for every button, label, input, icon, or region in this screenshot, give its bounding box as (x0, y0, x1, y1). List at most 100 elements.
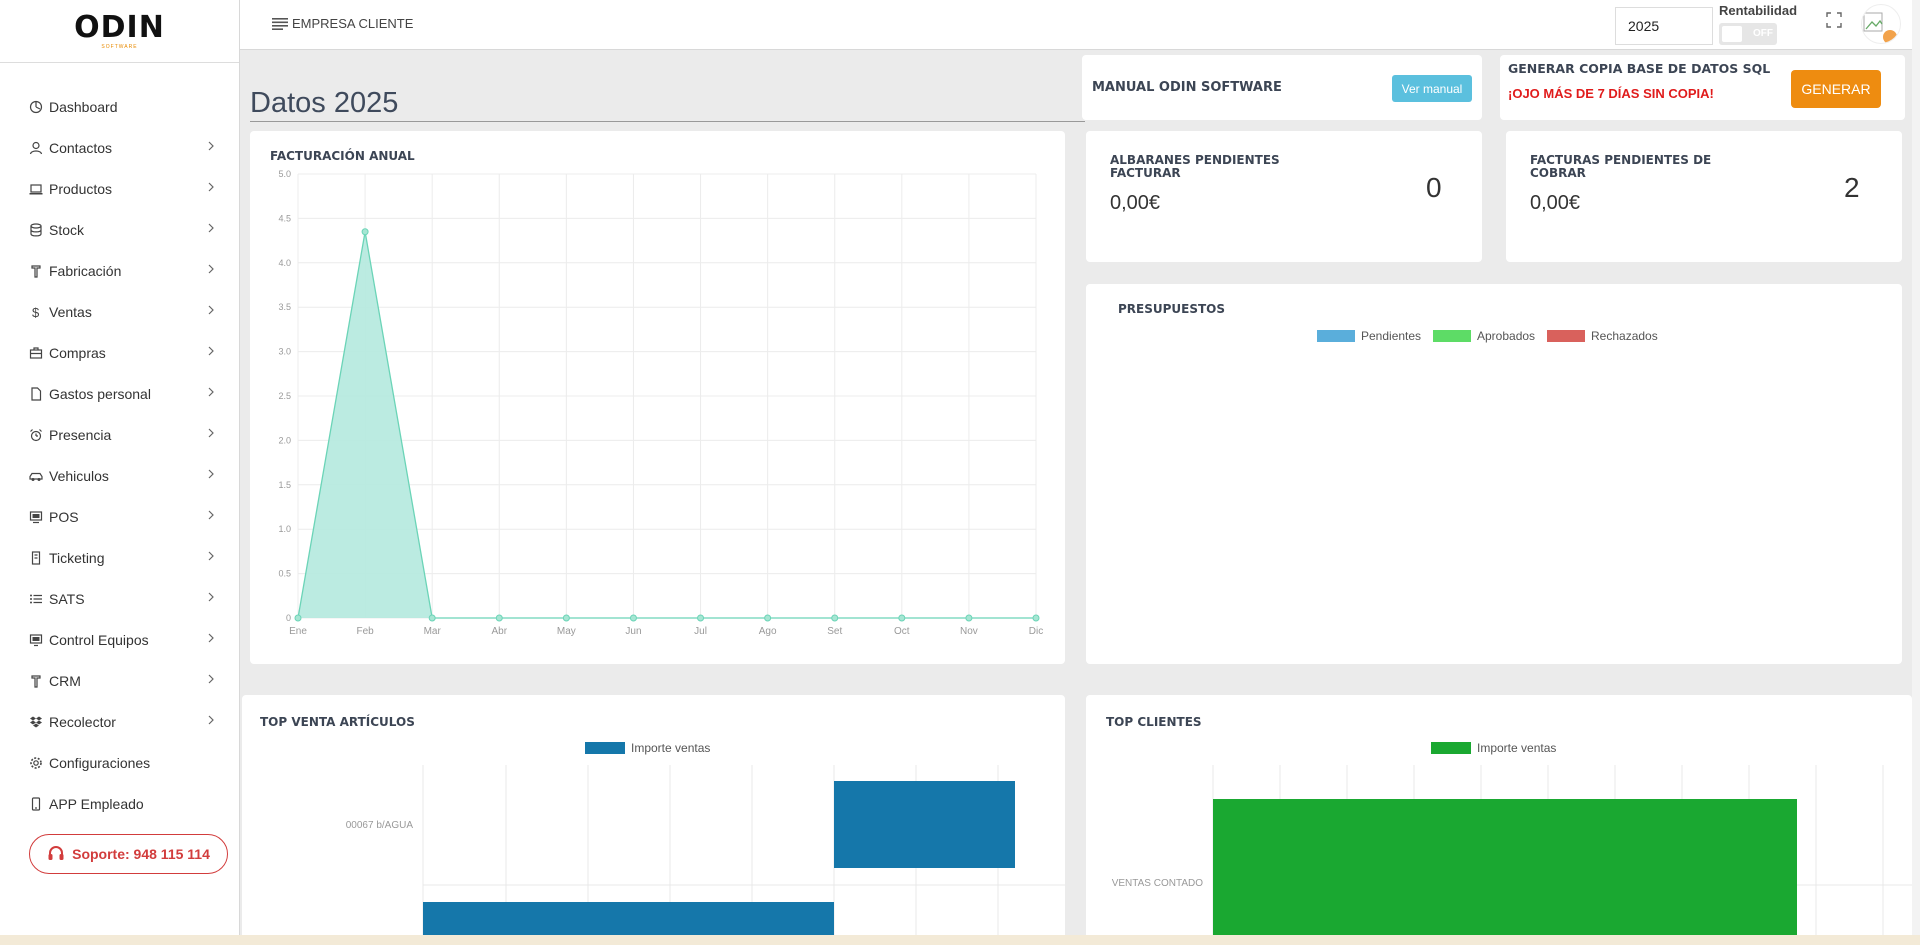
y-tick-label: 4.0 (278, 258, 291, 268)
sidebar-item-control-equipos[interactable]: Control Equipos (0, 619, 239, 660)
sidebar-item-label: POS (49, 508, 79, 525)
chevron-right-icon (208, 264, 214, 274)
sidebar-item-label: Stock (49, 221, 85, 238)
presupuestos-legend-pendientes[interactable]: Pendientes (1317, 329, 1421, 343)
sidebar-item-crm[interactable]: CRM (0, 660, 239, 701)
data-point[interactable] (898, 614, 906, 622)
chevron-right-icon (208, 428, 214, 438)
sidebar-item-gastos-personal[interactable]: Gastos personal (0, 373, 239, 414)
menu-toggle-button[interactable]: EMPRESA CLIENTE (272, 16, 413, 31)
sidebar-item-contactos[interactable]: Contactos (0, 127, 239, 168)
albaranes-amount: 0,00€ (1110, 192, 1161, 214)
data-point[interactable] (495, 614, 503, 622)
sidebar-item-label: Presencia (49, 426, 112, 443)
sidebar-item-label: Fabricación (49, 262, 122, 279)
chevron-right-icon (208, 346, 214, 356)
albaranes-count: 0 (1426, 172, 1442, 203)
data-point[interactable] (965, 614, 973, 622)
presupuestos-card: PRESUPUESTOS Pendientes Aprobados Rechaz… (1086, 284, 1902, 664)
file-icon (29, 386, 43, 401)
data-point[interactable] (1032, 614, 1040, 622)
y-tick-label: 0.5 (278, 569, 291, 579)
sidebar-item-stock[interactable]: Stock (0, 209, 239, 250)
sidebar-item-ticketing[interactable]: Ticketing (0, 537, 239, 578)
sidebar-item-pos[interactable]: POS (0, 496, 239, 537)
legend-label: Aprobados (1477, 329, 1536, 343)
sidebar-item-fabricacion[interactable]: Fabricación (0, 250, 239, 291)
legend-swatch (585, 742, 625, 754)
legend-swatch (1317, 330, 1355, 342)
user-avatar[interactable] (1861, 4, 1901, 44)
chevron-right-icon (208, 182, 214, 192)
backup-title: GENERAR COPIA BASE DE DATOS SQL (1508, 61, 1771, 76)
list-icon (29, 592, 43, 606)
data-point[interactable] (629, 614, 637, 622)
bar[interactable] (1213, 799, 1797, 945)
x-tick-label: Set (827, 626, 842, 637)
data-point[interactable] (831, 614, 839, 622)
generar-button[interactable]: GENERAR (1791, 70, 1881, 108)
data-point[interactable] (361, 228, 369, 236)
chevron-right-icon (208, 469, 214, 479)
top-clientes-card: TOP CLIENTES Importe ventas VENTAS CONTA… (1086, 695, 1912, 945)
year-input[interactable] (1615, 7, 1713, 45)
sidebar-item-compras[interactable]: Compras (0, 332, 239, 373)
sidebar-item-label: Recolector (49, 713, 116, 730)
y-tick-label: 1.0 (278, 524, 291, 534)
sidebar-item-presencia[interactable]: Presencia (0, 414, 239, 455)
sidebar-item-configuraciones[interactable]: Configuraciones (0, 742, 239, 783)
app-logo[interactable]: ODIN SOFTWARE (0, 0, 239, 63)
y-tick-label: 3.0 (278, 347, 291, 357)
sidebar-item-dashboard[interactable]: Dashboard (0, 86, 239, 127)
facturas-count: 2 (1844, 172, 1860, 203)
data-point[interactable] (562, 614, 570, 622)
sidebar-item-app-empleado[interactable]: APP Empleado (0, 783, 239, 824)
briefcase-icon (29, 346, 43, 360)
sidebar-item-productos[interactable]: Productos (0, 168, 239, 209)
legend-label: Importe ventas (1477, 741, 1556, 755)
chevron-right-icon (208, 592, 214, 602)
logo-text: ODIN (74, 9, 165, 45)
support-button[interactable]: Soporte: 948 115 114 (29, 834, 228, 874)
legend-swatch (1433, 330, 1471, 342)
page-scrollbar[interactable] (1912, 0, 1920, 945)
sidebar-item-ventas[interactable]: $ Ventas (0, 291, 239, 332)
presupuestos-legend-aprobados[interactable]: Aprobados (1433, 329, 1535, 343)
y-tick-label: 2.5 (278, 391, 291, 401)
laptop-icon (29, 182, 43, 196)
sidebar-item-label: SATS (49, 590, 85, 607)
x-tick-label: Feb (356, 626, 374, 637)
title-divider (250, 121, 1085, 122)
sidebar-item-sats[interactable]: SATS (0, 578, 239, 619)
backup-card: GENERAR COPIA BASE DE DATOS SQL ¡OJO MÁS… (1500, 55, 1905, 120)
facturas-amount: 0,00€ (1530, 192, 1581, 214)
chevron-right-icon (208, 305, 214, 315)
facturas-label-2: COBRAR (1530, 166, 1586, 180)
fullscreen-icon[interactable] (1826, 12, 1842, 28)
data-point[interactable] (764, 614, 772, 622)
data-point[interactable] (428, 614, 436, 622)
legend-label: Pendientes (1361, 329, 1422, 343)
sidebar-item-vehiculos[interactable]: Vehiculos (0, 455, 239, 496)
data-point[interactable] (697, 614, 705, 622)
data-point[interactable] (294, 614, 302, 622)
rentabilidad-toggle[interactable]: OFF (1719, 23, 1777, 45)
albaranes-card: ALBARANES PENDIENTES FACTURAR 0,00€ 0 (1086, 131, 1482, 262)
facturacion-title: FACTURACIÓN ANUAL (270, 149, 415, 163)
facturas-card: FACTURAS PENDIENTES DE COBRAR 0,00€ 2 (1506, 131, 1902, 262)
dropbox-icon (29, 715, 43, 729)
top-bar: EMPRESA CLIENTE Rentabilidad OFF (240, 0, 1920, 50)
chevron-right-icon (208, 633, 214, 643)
ver-manual-button[interactable]: Ver manual (1392, 75, 1472, 102)
sidebar-item-recolector[interactable]: Recolector (0, 701, 239, 742)
bar[interactable] (834, 781, 1015, 868)
facturacion-card: FACTURACIÓN ANUAL 0 0.5 1.0 1.5 2.0 2.5 3.0 3.5… (250, 131, 1065, 664)
y-tick-label: 0 (286, 613, 291, 623)
sidebar-item-label: Ticketing (49, 549, 105, 566)
sidebar-item-label: CRM (49, 672, 81, 689)
ticket-icon (29, 550, 43, 565)
broken-image-icon (1863, 12, 1897, 43)
toggle-state: OFF (1753, 28, 1773, 39)
albaranes-label-2: FACTURAR (1110, 166, 1181, 180)
presupuestos-legend-rechazados[interactable]: Rechazados (1547, 329, 1658, 343)
